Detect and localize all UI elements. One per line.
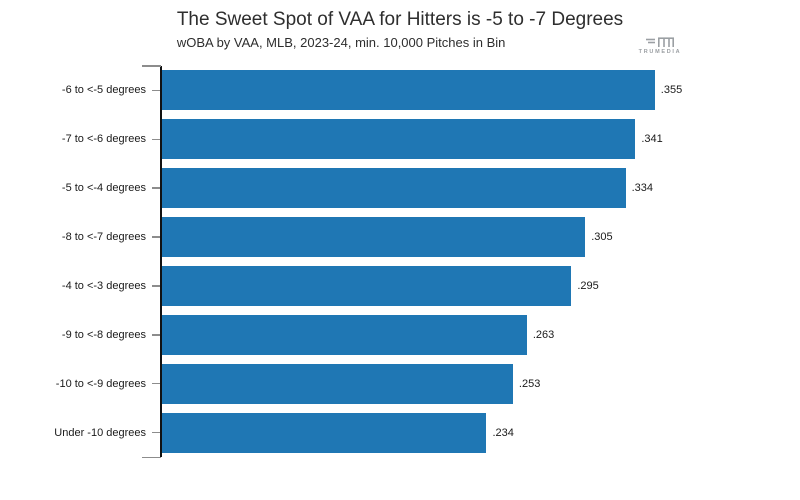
bar-value-label: .295 (577, 279, 599, 292)
bar-row: -8 to <-7 degrees .305 (0, 213, 800, 262)
bar (161, 70, 655, 111)
bar-value-label: .253 (518, 377, 541, 390)
bar-value-label: .341 (641, 133, 663, 146)
trumedia-logo: TRUMEDIA (633, 35, 687, 55)
bar-row: -4 to <-3 degrees .295 (0, 262, 800, 311)
bar (161, 412, 487, 453)
bar-row: Under -10 degrees .234 (0, 408, 800, 457)
y-axis-tick-label: -10 to <-9 degrees (55, 377, 146, 390)
chart-title: The Sweet Spot of VAA for Hitters is -5 … (176, 9, 624, 30)
bar-row: -9 to <-8 degrees .263 (0, 310, 800, 359)
y-axis-tick (152, 285, 161, 287)
bar (161, 363, 513, 404)
bar-value-label: .234 (492, 426, 514, 439)
bar (161, 217, 586, 258)
y-axis-tick-label: -4 to <-3 degrees (61, 279, 146, 292)
y-axis-tick-label: Under -10 degrees (54, 426, 146, 439)
y-axis-tick (152, 187, 161, 189)
y-axis-spine (160, 66, 162, 457)
y-axis-tick-label: -7 to <-6 degrees (61, 133, 146, 146)
bar-value-label: .263 (532, 328, 555, 341)
y-axis-tick (152, 382, 161, 385)
bar-value-label: .355 (660, 84, 683, 97)
bar (161, 119, 636, 160)
plot-rows: -6 to <-5 degrees .355 -7 to <-6 degrees .3… (0, 66, 800, 457)
bar (161, 168, 626, 209)
bar-value-label: .305 (591, 231, 613, 244)
y-axis-tick-label: -9 to <-8 degrees (61, 328, 146, 341)
chart-subtitle: wOBA by VAA, MLB, 2023-24, min. 10,000 P… (176, 34, 506, 50)
bar (161, 314, 527, 355)
bar-row: -10 to <-9 degrees .253 (0, 359, 800, 408)
bar (161, 265, 572, 306)
y-axis-tick (152, 89, 161, 92)
y-axis-tick (152, 431, 161, 434)
y-axis-top-cap (142, 65, 161, 67)
bar-value-label: .334 (631, 182, 654, 195)
y-axis-tick (152, 236, 161, 238)
bar-row: -7 to <-6 degrees .341 (0, 115, 800, 164)
bar-row: -5 to <-4 degrees .334 (0, 164, 800, 213)
y-axis-tick-label: -8 to <-7 degrees (61, 231, 146, 244)
y-axis-tick-label: -5 to <-4 degrees (61, 182, 146, 195)
y-axis-tick-label: -6 to <-5 degrees (61, 84, 146, 97)
trumedia-logo-icon (646, 37, 674, 47)
bar-row: -6 to <-5 degrees .355 (0, 66, 800, 115)
y-axis-bottom-cap (142, 456, 161, 458)
trumedia-logo-text: TRUMEDIA (638, 49, 682, 55)
y-axis-tick (152, 138, 161, 141)
chart-header: The Sweet Spot of VAA for Hitters is -5 … (177, 9, 623, 50)
y-axis-tick (152, 334, 161, 336)
bar-chart: -6 to <-5 degrees .355 -7 to <-6 degrees .3… (0, 65, 800, 458)
